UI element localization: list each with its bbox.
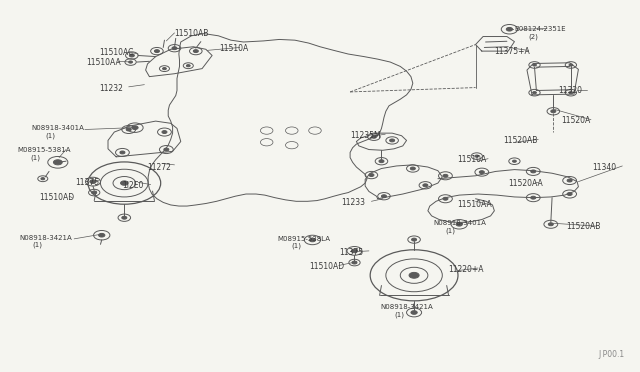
Circle shape bbox=[352, 261, 357, 264]
Circle shape bbox=[569, 92, 573, 94]
Circle shape bbox=[548, 223, 554, 226]
Circle shape bbox=[369, 174, 374, 177]
Text: 11340: 11340 bbox=[592, 163, 616, 171]
Circle shape bbox=[371, 135, 376, 138]
Text: 11375: 11375 bbox=[76, 178, 99, 187]
Text: 11375: 11375 bbox=[339, 248, 363, 257]
Text: N08918-3421A: N08918-3421A bbox=[380, 304, 433, 310]
Circle shape bbox=[41, 177, 45, 180]
Text: 11320: 11320 bbox=[558, 86, 582, 95]
Text: 11232: 11232 bbox=[99, 84, 123, 93]
Text: (1): (1) bbox=[291, 243, 301, 249]
Text: 11510AD: 11510AD bbox=[39, 193, 74, 202]
Text: 11510A: 11510A bbox=[457, 155, 486, 164]
Text: 11235M: 11235M bbox=[350, 131, 381, 140]
Circle shape bbox=[193, 49, 198, 52]
Circle shape bbox=[379, 160, 384, 163]
Circle shape bbox=[99, 233, 105, 237]
Text: 11272: 11272 bbox=[148, 163, 172, 171]
Text: 11220+A: 11220+A bbox=[448, 264, 483, 274]
Circle shape bbox=[129, 54, 134, 57]
Circle shape bbox=[186, 65, 190, 67]
Circle shape bbox=[506, 28, 513, 31]
Circle shape bbox=[532, 64, 536, 66]
Circle shape bbox=[567, 193, 572, 195]
Circle shape bbox=[381, 195, 387, 198]
Text: J P00.1: J P00.1 bbox=[598, 350, 624, 359]
Circle shape bbox=[54, 160, 62, 165]
Text: 11520AB: 11520AB bbox=[566, 222, 600, 231]
Circle shape bbox=[351, 249, 358, 253]
Circle shape bbox=[513, 160, 516, 162]
Circle shape bbox=[172, 47, 177, 49]
Text: 11510AC: 11510AC bbox=[99, 48, 134, 57]
Circle shape bbox=[567, 179, 572, 182]
Circle shape bbox=[390, 139, 395, 142]
Text: (1): (1) bbox=[394, 311, 404, 318]
Circle shape bbox=[410, 167, 415, 170]
Text: N08918-3401A: N08918-3401A bbox=[31, 125, 84, 131]
Text: 11510AD: 11510AD bbox=[308, 262, 344, 272]
Circle shape bbox=[411, 311, 417, 314]
Circle shape bbox=[409, 272, 419, 278]
Circle shape bbox=[479, 171, 484, 174]
Text: 11375+A: 11375+A bbox=[494, 46, 530, 55]
Circle shape bbox=[531, 196, 536, 199]
Circle shape bbox=[532, 92, 536, 94]
Circle shape bbox=[309, 238, 316, 242]
Circle shape bbox=[120, 181, 128, 185]
Circle shape bbox=[551, 110, 556, 113]
Text: 1I2E0: 1I2E0 bbox=[122, 181, 144, 190]
Circle shape bbox=[443, 174, 448, 177]
Text: N08918-3401A: N08918-3401A bbox=[433, 220, 486, 226]
Text: 11510AA: 11510AA bbox=[86, 58, 122, 67]
Text: 11510AB: 11510AB bbox=[175, 29, 209, 38]
Circle shape bbox=[92, 191, 97, 194]
Text: B08124-2351E: B08124-2351E bbox=[515, 26, 566, 32]
Text: (1): (1) bbox=[30, 154, 40, 161]
Circle shape bbox=[423, 184, 428, 187]
Circle shape bbox=[90, 180, 96, 183]
Circle shape bbox=[126, 128, 131, 131]
Circle shape bbox=[163, 68, 166, 70]
Circle shape bbox=[122, 216, 127, 219]
Text: (1): (1) bbox=[33, 242, 43, 248]
Text: N08918-3421A: N08918-3421A bbox=[19, 235, 72, 241]
Text: 11510AA: 11510AA bbox=[457, 201, 492, 209]
Text: 11510A: 11510A bbox=[220, 44, 249, 53]
Text: M08915-5381A: M08915-5381A bbox=[18, 147, 71, 153]
Text: 11520AB: 11520AB bbox=[503, 136, 538, 145]
Circle shape bbox=[120, 151, 125, 154]
Text: 11233: 11233 bbox=[341, 198, 365, 207]
Text: M08915-538LA: M08915-538LA bbox=[277, 236, 330, 242]
Circle shape bbox=[129, 61, 132, 63]
Text: 11520A: 11520A bbox=[561, 116, 590, 125]
Text: 11520AA: 11520AA bbox=[508, 179, 543, 187]
Circle shape bbox=[569, 64, 573, 66]
Text: (2): (2) bbox=[528, 33, 538, 40]
Circle shape bbox=[456, 222, 462, 226]
Circle shape bbox=[132, 126, 138, 129]
Circle shape bbox=[475, 155, 479, 157]
Circle shape bbox=[162, 131, 167, 134]
Circle shape bbox=[412, 238, 417, 241]
Circle shape bbox=[531, 170, 536, 173]
Text: (1): (1) bbox=[45, 132, 55, 139]
Circle shape bbox=[154, 49, 159, 52]
Text: (1): (1) bbox=[445, 227, 456, 234]
Circle shape bbox=[164, 148, 169, 151]
Circle shape bbox=[443, 197, 448, 200]
